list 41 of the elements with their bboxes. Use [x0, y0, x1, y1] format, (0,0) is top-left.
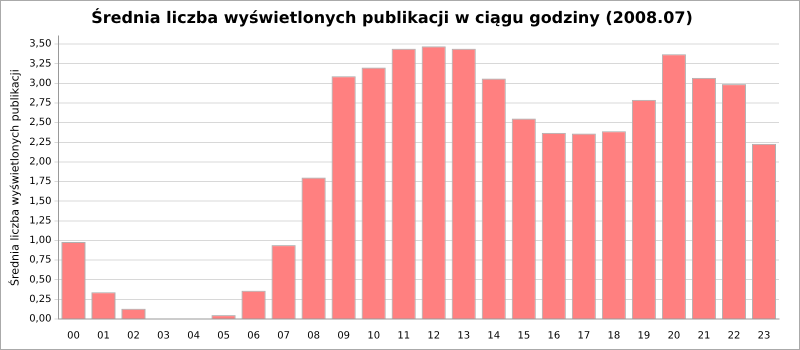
x-tick-label: 19 [638, 330, 650, 342]
x-tick-label: 16 [547, 330, 560, 342]
y-tick-label: 0,50 [29, 274, 52, 286]
x-tick-label: 14 [487, 330, 500, 342]
x-tick-label: 12 [427, 330, 440, 342]
y-tick-label: 3,25 [29, 58, 52, 70]
x-tick-label: 18 [608, 330, 620, 342]
x-tick-label: 10 [367, 330, 380, 342]
y-tick-label: 0,00 [29, 314, 52, 325]
y-tick-label: 0,75 [29, 254, 52, 266]
x-tick-label: 13 [457, 330, 470, 342]
x-tick-label: 23 [758, 330, 770, 342]
x-tick-label: 00 [67, 330, 80, 342]
y-tick-label: 1,75 [29, 176, 52, 188]
y-tick-label: 3,50 [29, 38, 52, 50]
y-tick-label: 1,50 [29, 196, 52, 207]
x-tick-label: 17 [577, 330, 590, 342]
y-tick-label: 1,00 [29, 235, 52, 246]
y-tick-label: 2,00 [29, 156, 52, 168]
x-tick-label: 02 [127, 330, 140, 342]
x-tick-label: 06 [247, 330, 260, 342]
y-tick-label: 1,25 [29, 215, 52, 226]
chart-title: Średnia liczba wyświetlonych publikacji w ciągu godziny (2008.07) [91, 8, 693, 27]
x-tick-label: 22 [728, 330, 740, 342]
y-tick-label: 0,25 [29, 294, 52, 305]
y-tick-label: 2,25 [29, 136, 52, 148]
x-tick-label: 07 [277, 330, 290, 342]
x-tick-label: 08 [307, 330, 320, 342]
y-axis-title: Średnia liczba wyświetlonych publikacji [7, 69, 22, 286]
x-tick-label: 05 [217, 330, 230, 342]
x-tick-label: 09 [337, 330, 350, 342]
x-tick-label: 15 [517, 330, 530, 342]
x-tick-label: 21 [698, 330, 710, 342]
x-tick-label: 04 [187, 330, 200, 342]
x-tick-label: 20 [668, 330, 680, 342]
x-tick-label: 03 [157, 330, 170, 342]
x-tick-label: 11 [397, 330, 410, 342]
y-tick-label: 2,75 [29, 98, 52, 109]
y-tick-label: 2,50 [29, 117, 52, 128]
x-tick-label: 01 [97, 330, 110, 342]
y-tick-label: 3,00 [29, 78, 52, 89]
